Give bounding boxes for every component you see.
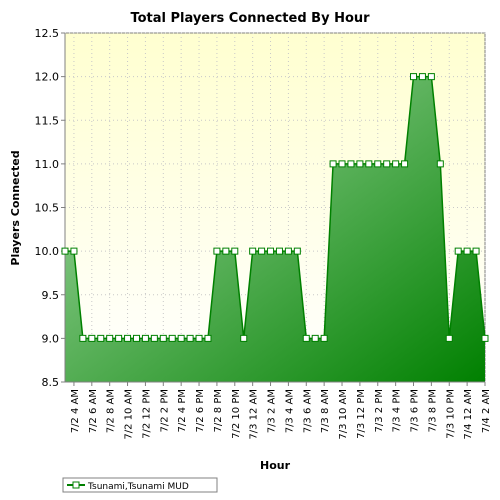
data-point <box>204 334 212 342</box>
data-point <box>70 247 78 255</box>
y-tick-label: 11.0 <box>35 158 60 171</box>
data-point <box>106 334 114 342</box>
x-tick-label: 7/2 12 PM <box>141 389 152 439</box>
x-tick-label: 7/3 8 AM <box>320 389 331 433</box>
data-point <box>97 334 105 342</box>
data-point <box>284 247 292 255</box>
data-point <box>168 334 176 342</box>
x-tick-label: 7/2 6 AM <box>88 389 99 433</box>
x-tick-label: 7/2 10 PM <box>231 389 242 439</box>
data-point <box>177 334 185 342</box>
series-area-fill <box>65 76 485 382</box>
data-point <box>159 334 167 342</box>
x-tick-label: 7/3 2 AM <box>267 389 278 433</box>
data-point <box>401 160 409 168</box>
data-point <box>374 160 382 168</box>
x-tick-label: 7/3 10 AM <box>338 389 349 440</box>
y-tick-label: 11.5 <box>35 114 60 127</box>
y-tick-label: 10.5 <box>35 202 60 215</box>
data-point <box>293 247 301 255</box>
data-points <box>61 73 489 342</box>
x-tick-label: 7/2 8 PM <box>213 389 224 432</box>
data-point <box>392 160 400 168</box>
y-tick-labels: 8.5 9.0 9.5 10.0 10.5 11.0 11.5 12.0 12.5 <box>35 27 60 389</box>
data-point <box>472 247 480 255</box>
data-point <box>356 160 364 168</box>
data-point <box>338 160 346 168</box>
x-tick-label: 7/2 4 AM <box>70 389 81 433</box>
data-point <box>418 73 426 81</box>
data-point <box>445 334 453 342</box>
legend-box <box>62 477 218 493</box>
y-tick-label: 12.0 <box>35 71 60 84</box>
data-point <box>463 247 471 255</box>
data-point <box>240 334 248 342</box>
data-point <box>132 334 140 342</box>
data-point <box>88 334 96 342</box>
data-point <box>302 334 310 342</box>
x-tick-labels: 7/2 4 AM 7/2 6 AM 7/2 8 AM 7/2 10 AM 7/2 12 … <box>70 389 492 440</box>
data-point <box>195 334 203 342</box>
x-tick-label: 7/2 6 PM <box>195 389 206 432</box>
data-point <box>213 247 221 255</box>
data-point <box>222 247 230 255</box>
x-tick-label: 7/3 4 PM <box>392 389 403 432</box>
x-tick-label: 7/2 10 AM <box>124 389 135 440</box>
y-axis-label: Players Connected <box>9 150 22 265</box>
x-tick-label: 7/3 12 AM <box>249 389 260 440</box>
data-point <box>249 247 257 255</box>
y-tick-label: 12.5 <box>35 27 60 40</box>
data-point <box>436 160 444 168</box>
x-tick-label: 7/4 12 AM <box>463 389 474 440</box>
data-point <box>141 334 149 342</box>
y-tick-label: 9.0 <box>42 332 60 345</box>
data-point <box>124 334 132 342</box>
data-point <box>383 160 391 168</box>
data-point <box>275 247 283 255</box>
x-tick-label: 7/2 2 PM <box>159 389 170 432</box>
x-tick-label: 7/2 8 AM <box>106 389 117 433</box>
axes <box>61 32 486 386</box>
x-tick-label: 7/3 4 AM <box>284 389 295 433</box>
data-point <box>115 334 123 342</box>
data-point <box>410 73 418 81</box>
x-tick-label: 7/4 2 AM <box>481 389 492 433</box>
legend: Tsunami,Tsunami MUD <box>62 477 218 493</box>
data-point <box>186 334 194 342</box>
y-tick-label: 8.5 <box>42 376 60 389</box>
data-point <box>311 334 319 342</box>
x-tick-label: 7/3 6 AM <box>302 389 313 433</box>
x-tick-label: 7/3 6 PM <box>410 389 421 432</box>
x-tick-label: 7/3 12 PM <box>356 389 367 439</box>
x-axis-label: Hour <box>260 459 291 472</box>
y-tick-label: 9.5 <box>42 289 60 302</box>
data-point <box>267 247 275 255</box>
data-point <box>329 160 337 168</box>
legend-swatch-marker <box>72 481 80 489</box>
data-point <box>79 334 87 342</box>
data-point <box>454 247 462 255</box>
chart-title: Total Players Connected By Hour <box>130 11 370 26</box>
x-tick-label: 7/2 4 PM <box>177 389 188 432</box>
data-point <box>320 334 328 342</box>
x-tick-label: 7/3 8 PM <box>427 389 438 432</box>
data-point <box>258 247 266 255</box>
data-point <box>427 73 435 81</box>
y-tick-label: 10.0 <box>35 245 60 258</box>
x-tick-label: 7/3 2 PM <box>374 389 385 432</box>
x-tick-label: 7/3 10 PM <box>445 389 456 439</box>
data-point <box>347 160 355 168</box>
data-point <box>150 334 158 342</box>
data-point <box>231 247 239 255</box>
data-point <box>61 247 69 255</box>
data-point <box>481 334 489 342</box>
data-point <box>365 160 373 168</box>
legend-series-name: Tsunami,Tsunami MUD <box>87 482 189 492</box>
